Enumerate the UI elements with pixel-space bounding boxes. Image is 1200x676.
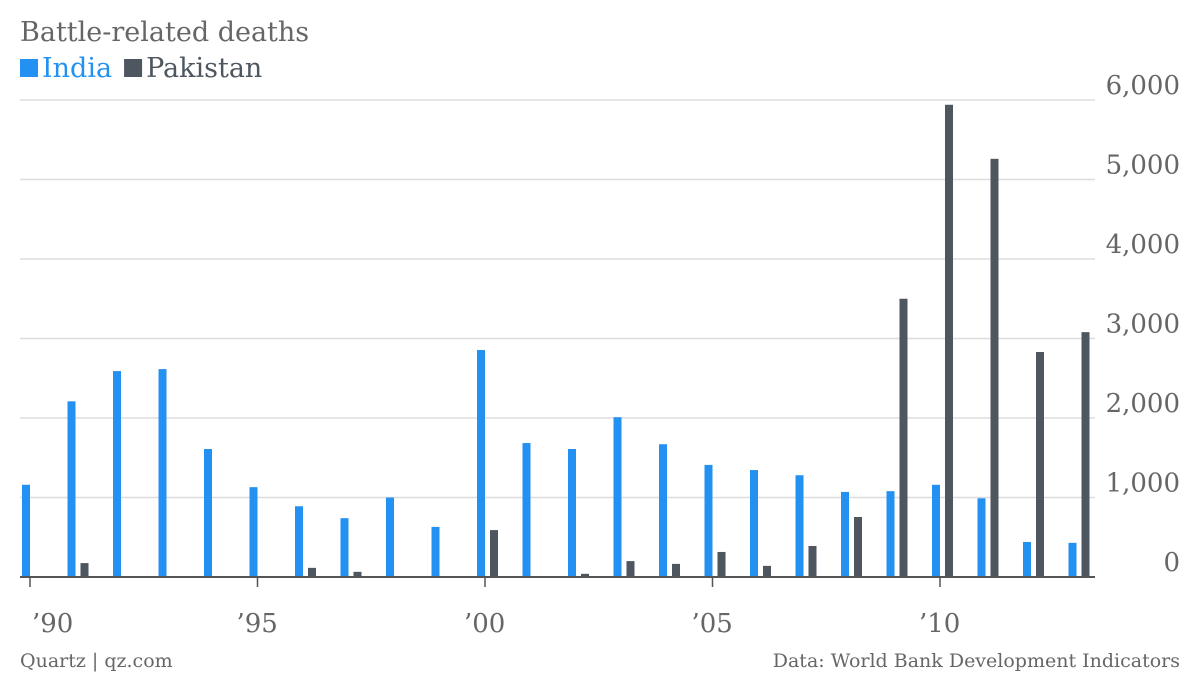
source-left: Quartz | qz.com [20, 650, 173, 672]
bar [899, 298, 908, 577]
bar [750, 470, 758, 577]
bar [704, 464, 713, 577]
bar [626, 561, 635, 577]
source-right: Data: World Bank Development Indicators [773, 650, 1180, 672]
bar [945, 104, 953, 578]
x-tick-label: ’05 [692, 609, 733, 639]
bar [932, 484, 940, 577]
bar [431, 526, 440, 577]
bar [795, 475, 804, 577]
y-tick-label: 6,000 [1106, 71, 1180, 101]
bar [80, 563, 89, 577]
bar [490, 530, 498, 577]
bar [386, 497, 394, 577]
bar [340, 518, 349, 577]
bar [672, 563, 680, 577]
legend-swatch [124, 59, 143, 77]
bar [568, 449, 576, 577]
legend-label: India [42, 53, 112, 84]
bar [522, 443, 531, 577]
bar [249, 487, 258, 577]
legend-swatch [20, 59, 38, 77]
bar [581, 573, 589, 577]
y-tick-label: 1,000 [1106, 469, 1180, 499]
bar [854, 516, 862, 577]
bar [977, 498, 986, 577]
bar [113, 371, 121, 577]
bar [886, 491, 895, 577]
bar [659, 444, 667, 577]
bar [353, 571, 362, 577]
bar [477, 350, 485, 577]
legend-label: Pakistan [146, 53, 262, 84]
bar [204, 449, 212, 577]
bar [158, 369, 167, 577]
bar [1068, 542, 1077, 577]
y-tick-label: 4,000 [1106, 230, 1180, 260]
bar [763, 565, 771, 577]
bar [295, 506, 303, 577]
y-tick-label: 3,000 [1106, 310, 1180, 340]
y-tick-label: 5,000 [1106, 151, 1180, 181]
bar [22, 484, 30, 577]
bar [308, 567, 316, 577]
y-tick-label: 2,000 [1106, 389, 1180, 419]
x-tick-label: ’10 [919, 609, 960, 639]
bar [1081, 332, 1090, 577]
bar [841, 491, 849, 577]
bar [613, 417, 622, 577]
bar [67, 401, 76, 577]
bar [1036, 352, 1044, 577]
bar [808, 545, 817, 577]
x-tick-label: ’95 [237, 609, 278, 639]
x-tick-label: ’90 [32, 609, 73, 639]
y-tick-label: 0 [1163, 548, 1180, 578]
bar [1023, 542, 1031, 577]
bar [990, 158, 999, 577]
bar [717, 551, 726, 577]
chart-title: Battle-related deaths [20, 17, 309, 48]
x-tick-label: ’00 [464, 609, 505, 639]
